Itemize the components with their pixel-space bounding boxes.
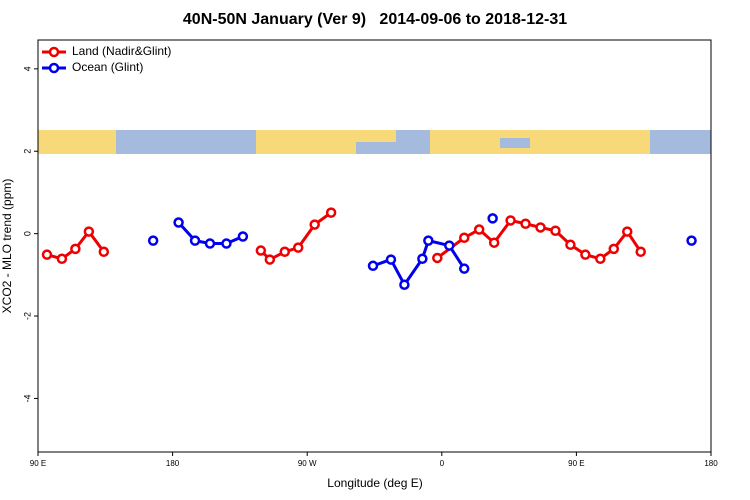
- data-point: [621, 226, 633, 237]
- data-point: [173, 217, 184, 228]
- data-point: [417, 253, 428, 265]
- x-tick-label: 90 E: [568, 459, 584, 468]
- data-point: [41, 249, 53, 260]
- data-point: [686, 235, 697, 246]
- legend-label: Ocean (Glint): [72, 60, 143, 74]
- x-tick-label: 0: [440, 459, 445, 468]
- data-point: [432, 252, 443, 264]
- legend-marker: [48, 62, 60, 74]
- data-point: [237, 231, 249, 242]
- data-point: [70, 243, 81, 255]
- x-tick-label: 180: [704, 459, 718, 468]
- data-point: [83, 226, 95, 237]
- data-point: [444, 240, 455, 251]
- data-point: [580, 249, 591, 260]
- data-point: [147, 235, 159, 246]
- data-point: [279, 246, 291, 258]
- data-point: [595, 253, 606, 265]
- data-point: [505, 215, 516, 226]
- y-tick-label: 2: [22, 149, 32, 154]
- x-tick-label: 90 E: [30, 459, 46, 468]
- data-point: [535, 222, 546, 233]
- data-point: [204, 238, 216, 249]
- data-point: [98, 246, 110, 258]
- data-point: [635, 246, 646, 258]
- data-point: [550, 225, 561, 237]
- data-point: [255, 245, 267, 256]
- data-point: [221, 238, 232, 249]
- y-tick-label: -4: [22, 394, 32, 402]
- data-point: [565, 239, 576, 251]
- series-line: [46, 211, 642, 262]
- data-point: [292, 242, 304, 253]
- data-point: [385, 254, 397, 265]
- plot-frame: [37, 39, 712, 453]
- data-point: [488, 237, 500, 248]
- data-point: [423, 235, 434, 246]
- data-point: [608, 243, 620, 255]
- data-point: [458, 232, 470, 244]
- data-point: [399, 279, 410, 290]
- y-tick-label: 4: [22, 66, 32, 71]
- data-point: [56, 253, 68, 265]
- data-point: [309, 219, 320, 230]
- data-point: [458, 263, 470, 274]
- y-tick-label: -2: [22, 312, 32, 320]
- data-point: [473, 224, 485, 235]
- x-axis-label: Longitude (deg E): [327, 476, 422, 490]
- chart-title: 40N-50N January (Ver 9) 2014-09-06 to 20…: [183, 11, 567, 28]
- data-point: [487, 213, 498, 224]
- y-axis-label: XCO2 - MLO trend (ppm): [0, 179, 14, 314]
- legend-label: Land (Nadir&Glint): [72, 44, 171, 58]
- data-point: [367, 260, 379, 272]
- data-point: [520, 218, 531, 230]
- data-point: [264, 254, 276, 265]
- y-tick-label: 0: [22, 231, 32, 236]
- data-point: [189, 235, 201, 246]
- data-point: [325, 207, 337, 218]
- x-tick-label: 180: [166, 459, 180, 468]
- map-strip: [38, 130, 711, 154]
- legend-marker: [48, 46, 60, 58]
- x-tick-label: 90 W: [298, 459, 317, 468]
